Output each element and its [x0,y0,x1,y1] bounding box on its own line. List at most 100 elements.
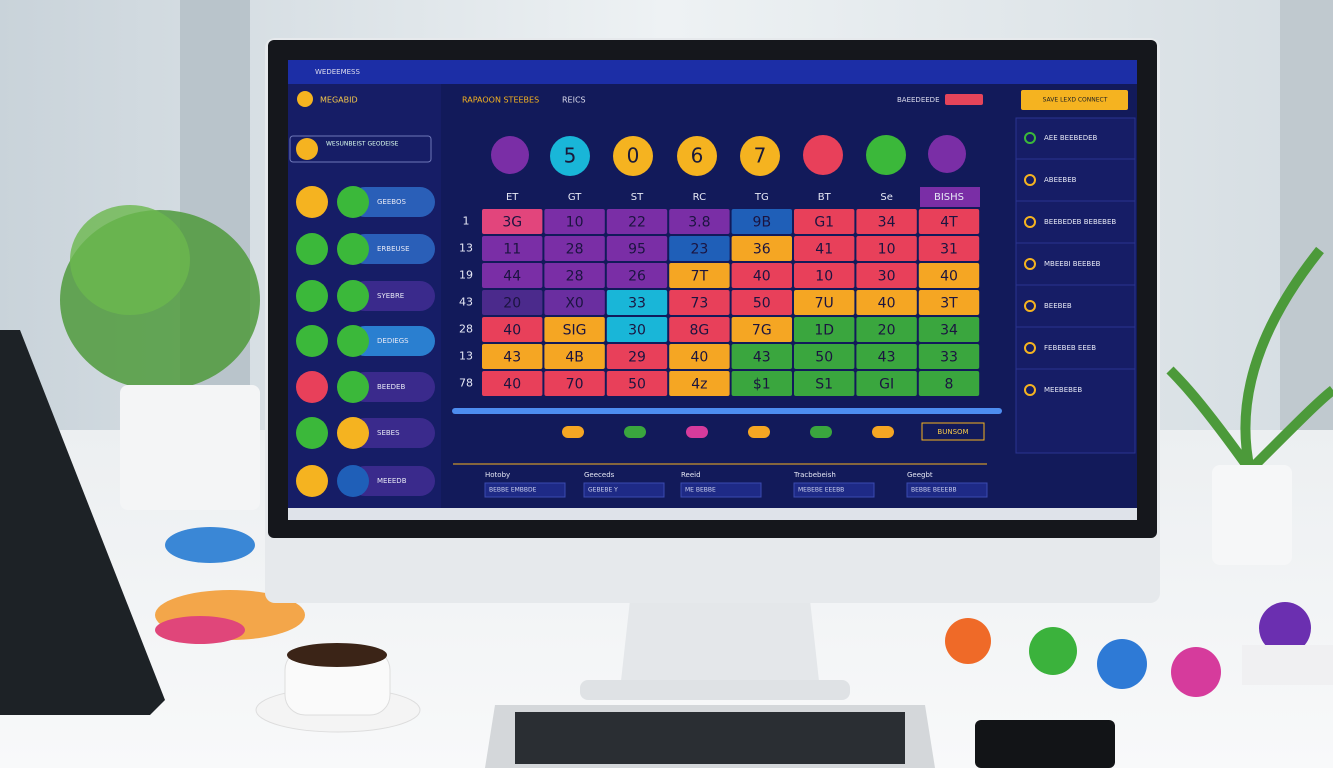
grid-cell[interactable] [606,371,668,396]
field-box[interactable] [484,482,566,498]
field-box[interactable] [583,482,665,498]
grid-cell[interactable] [544,236,605,261]
grid-cell[interactable] [544,344,605,369]
field-label: Tracbebeish [793,471,836,479]
grid-cell[interactable] [918,317,980,342]
filter-chip[interactable] [562,426,584,438]
cell-number: 10 [815,269,833,285]
grid-cell[interactable] [856,371,917,396]
grid-cell[interactable] [669,209,730,234]
grid-cell[interactable] [544,209,605,234]
panel-item[interactable]: FEBEBEB EEEB [1044,344,1096,352]
grid-cell[interactable] [669,317,730,342]
field-box[interactable] [906,482,988,498]
grid-cell[interactable] [482,317,543,342]
panel-icon [1024,174,1036,186]
grid-cell[interactable] [482,209,543,234]
grid-cell[interactable] [794,317,855,342]
search-box[interactable] [289,135,432,163]
grid-cell[interactable] [731,236,792,261]
grid-cell[interactable] [918,263,980,288]
grid-cell[interactable] [544,317,605,342]
grid-cell[interactable] [731,371,792,396]
panel-item[interactable]: BEEBEB [1044,302,1072,310]
grid-cell[interactable] [544,290,605,315]
panel-item[interactable]: MEEBEBEB [1044,386,1082,394]
grid-cell[interactable] [794,344,855,369]
sidebar-pill[interactable] [350,234,435,264]
field-box[interactable] [680,482,762,498]
grid-cell[interactable] [669,236,730,261]
filter-chip[interactable] [686,426,708,438]
grid-cell[interactable] [482,236,543,261]
grid-cell[interactable] [918,371,980,396]
panel-item[interactable]: BEEBEDEB BEBEBEB [1044,218,1116,226]
decor-ball [803,135,843,175]
panel-item[interactable]: ABEEBEB [1044,176,1077,184]
sidebar-pill[interactable] [350,187,435,217]
grid-cell[interactable] [856,263,917,288]
grid-cell[interactable] [606,290,668,315]
grid-cell[interactable] [606,236,668,261]
grid-cell[interactable] [731,263,792,288]
grid-cell[interactable] [856,344,917,369]
filter-chip[interactable] [624,426,646,438]
grid-cell[interactable] [544,263,605,288]
panel-icon [1024,216,1036,228]
grid-cell[interactable] [669,371,730,396]
grid-cell[interactable] [856,317,917,342]
sidebar-pill[interactable] [350,281,435,311]
grid-cell[interactable] [606,317,668,342]
grid-cell[interactable] [482,371,543,396]
cell-number: 7G [752,323,772,339]
grid-cell[interactable] [794,290,855,315]
cell-number: 4B [565,350,584,366]
grid-cell[interactable] [669,290,730,315]
grid-cell[interactable] [918,236,980,261]
filter-chip[interactable] [748,426,770,438]
grid-cell[interactable] [482,290,543,315]
grid-cell[interactable] [794,209,855,234]
status-text: BAEEDEEDE [897,96,940,104]
cell-number: SIG [563,323,587,339]
row-label: 1 [463,215,470,228]
grid-cell[interactable] [794,236,855,261]
field-box[interactable] [793,482,875,498]
decor-ball [928,135,966,173]
grid-cell[interactable] [669,263,730,288]
sidebar-pill[interactable] [350,418,435,448]
action-button[interactable] [921,422,985,441]
grid-cell[interactable] [544,371,605,396]
filter-chip[interactable] [810,426,832,438]
grid-cell[interactable] [606,263,668,288]
grid-cell[interactable] [856,209,917,234]
grid-cell[interactable] [606,344,668,369]
grid-cell[interactable] [606,209,668,234]
grid-cell[interactable] [731,290,792,315]
grid-cell[interactable] [856,236,917,261]
sidebar-icon [337,417,369,449]
grid-cell[interactable] [731,317,792,342]
grid-cell[interactable] [731,209,792,234]
connect-button[interactable] [1021,90,1128,110]
panel-item[interactable]: MBEEBI BEEBEB [1044,260,1101,268]
grid-cell[interactable] [482,263,543,288]
grid-cell[interactable] [482,344,543,369]
sidebar-pill[interactable] [350,372,435,402]
grid-cell[interactable] [856,290,917,315]
cell-number: 44 [503,269,521,285]
action-label: BUNSOM [937,428,968,436]
cell-number: 36 [753,242,771,258]
filter-chip[interactable] [872,426,894,438]
grid-cell[interactable] [794,371,855,396]
grid-cell[interactable] [918,209,980,234]
grid-cell[interactable] [918,344,980,369]
grid-cell[interactable] [731,344,792,369]
sidebar-pill[interactable] [350,326,435,356]
grid-cell[interactable] [669,344,730,369]
grid-cell[interactable] [794,263,855,288]
panel-item[interactable]: AEE BEEBEDEB [1044,134,1098,142]
sidebar-pill[interactable] [350,466,435,496]
panel-icon [1024,300,1036,312]
grid-cell[interactable] [918,290,980,315]
